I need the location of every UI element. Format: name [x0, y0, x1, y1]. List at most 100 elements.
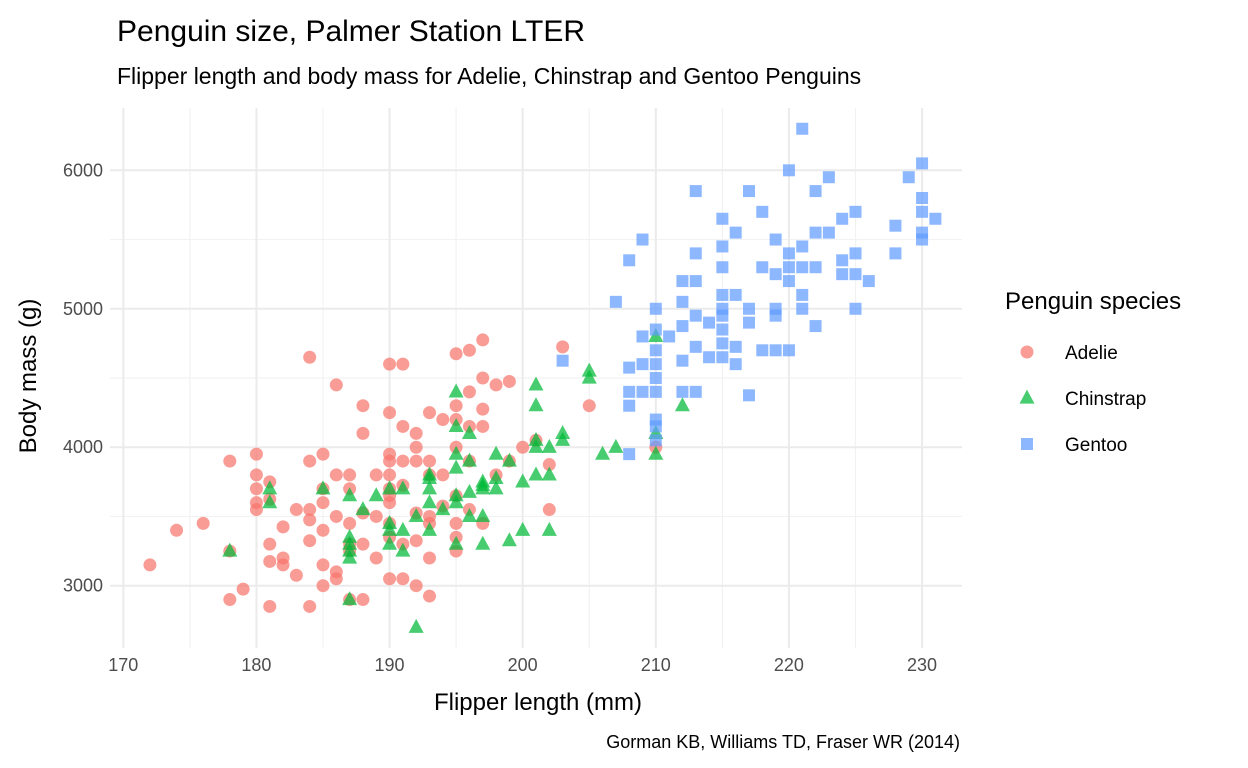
data-point-adelie [289, 568, 303, 582]
data-point-gentoo [782, 344, 795, 357]
x-tick-label: 230 [907, 655, 937, 675]
data-point-gentoo [782, 261, 795, 274]
data-point-adelie [356, 593, 370, 607]
data-point-adelie [423, 454, 436, 468]
data-point-gentoo [609, 295, 622, 308]
data-point-chinstrap [515, 521, 531, 536]
data-point-adelie [276, 558, 290, 572]
data-point-adelie [303, 534, 317, 548]
data-point-adelie [316, 523, 330, 537]
x-tick-label: 190 [375, 655, 405, 675]
series-gentoo [556, 122, 942, 461]
data-point-adelie [542, 458, 556, 472]
chart-title: Penguin size, Palmer Station LTER [117, 15, 585, 48]
data-point-adelie [289, 503, 303, 517]
data-point-gentoo [836, 254, 849, 267]
data-point-gentoo [809, 185, 822, 198]
data-point-chinstrap [382, 521, 398, 536]
y-tick-label: 5000 [63, 299, 103, 319]
data-point-chinstrap [342, 487, 358, 502]
data-point-gentoo [623, 361, 636, 374]
data-point-gentoo [902, 171, 915, 184]
x-tick-label: 180 [241, 655, 271, 675]
y-tick-label: 6000 [63, 160, 103, 180]
data-point-adelie [249, 468, 263, 482]
data-point-gentoo [809, 320, 822, 333]
legend-item-gentoo: Gentoo [1021, 435, 1127, 456]
data-point-adelie [329, 509, 343, 523]
data-point-chinstrap [608, 438, 624, 453]
data-point-gentoo [716, 288, 729, 301]
data-point-adelie [369, 468, 383, 482]
data-point-gentoo [916, 205, 929, 218]
data-point-adelie [423, 589, 436, 603]
data-point-gentoo [782, 275, 795, 288]
data-point-chinstrap [448, 494, 464, 509]
data-point-adelie [582, 399, 596, 413]
data-point-adelie [223, 593, 237, 607]
data-point-adelie [423, 406, 436, 420]
series-chinstrap [222, 328, 690, 633]
data-point-gentoo [689, 340, 702, 353]
data-point-gentoo [889, 247, 902, 260]
data-point-gentoo [756, 344, 769, 357]
y-axis-title: Body mass (g) [15, 299, 42, 454]
data-point-gentoo [716, 240, 729, 253]
data-point-gentoo [769, 233, 782, 246]
data-point-gentoo [769, 309, 782, 322]
data-point-gentoo [676, 275, 689, 288]
chart-subtitle: Flipper length and body mass for Adelie,… [117, 63, 861, 89]
data-point-gentoo [716, 323, 729, 336]
data-point-gentoo [716, 212, 729, 225]
data-point-gentoo [676, 385, 689, 398]
legend-item-chinstrap: Chinstrap [1019, 389, 1146, 410]
data-point-gentoo [623, 385, 636, 398]
data-point-adelie [396, 454, 410, 468]
legend-key-gentoo [1021, 438, 1033, 450]
data-point-adelie [276, 520, 290, 534]
data-point-chinstrap [222, 542, 238, 557]
data-point-chinstrap [581, 369, 597, 384]
data-point-gentoo [716, 337, 729, 350]
data-point-chinstrap [408, 508, 424, 523]
data-point-gentoo [836, 268, 849, 281]
data-point-chinstrap [488, 480, 504, 495]
data-point-gentoo [809, 261, 822, 274]
data-point-adelie [462, 385, 476, 399]
data-point-adelie [396, 419, 410, 433]
data-point-chinstrap [395, 542, 411, 557]
data-point-gentoo [756, 205, 769, 218]
data-point-gentoo [822, 226, 835, 239]
data-point-gentoo [796, 240, 809, 253]
data-point-gentoo [703, 316, 716, 329]
data-point-chinstrap [541, 466, 557, 481]
data-point-gentoo [929, 212, 942, 225]
data-point-gentoo [716, 351, 729, 364]
data-point-gentoo [729, 358, 742, 371]
data-point-chinstrap [448, 459, 464, 474]
data-point-adelie [436, 468, 450, 482]
data-point-adelie [409, 534, 423, 548]
legend-label: Gentoo [1065, 435, 1127, 456]
data-point-gentoo [663, 330, 676, 343]
data-point-gentoo [689, 309, 702, 322]
data-point-chinstrap [408, 618, 424, 633]
data-point-gentoo [916, 233, 929, 246]
data-point-chinstrap [555, 431, 571, 446]
data-point-gentoo [716, 309, 729, 322]
data-point-adelie [329, 468, 343, 482]
data-point-adelie [223, 454, 237, 468]
data-point-chinstrap [422, 469, 437, 484]
data-point-adelie [449, 516, 463, 530]
data-point-chinstrap [488, 469, 504, 484]
data-point-adelie [476, 371, 490, 385]
data-point-gentoo [769, 268, 782, 281]
data-point-adelie [316, 579, 330, 593]
data-point-adelie [409, 454, 423, 468]
data-point-gentoo [769, 344, 782, 357]
data-point-gentoo [623, 448, 636, 461]
data-point-adelie [476, 402, 490, 416]
data-point-adelie [369, 551, 383, 565]
data-point-gentoo [623, 254, 636, 267]
data-point-adelie [383, 357, 397, 371]
